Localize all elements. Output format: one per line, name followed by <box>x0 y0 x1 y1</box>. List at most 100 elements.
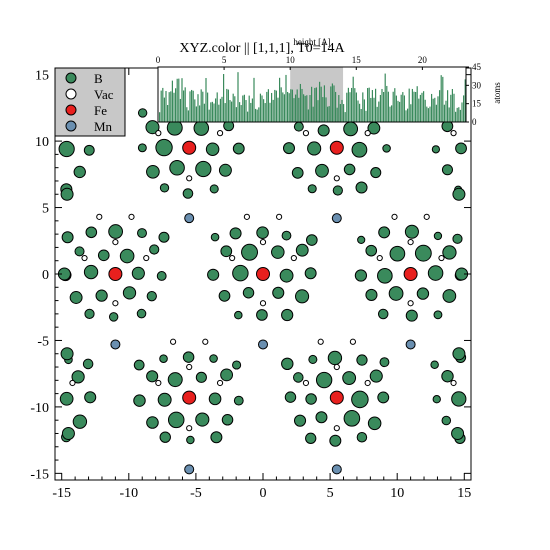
b-atom <box>233 395 244 406</box>
vac-site <box>216 130 224 137</box>
histogram-bar <box>301 88 303 122</box>
b-atom <box>281 357 294 371</box>
histogram-bar <box>280 87 282 122</box>
histogram-bar <box>272 99 274 122</box>
histogram-bar <box>208 109 210 122</box>
vac-site <box>450 130 457 137</box>
b-atom <box>367 416 382 431</box>
histogram-bar <box>403 95 405 122</box>
b-atom <box>404 224 419 239</box>
b-atom <box>256 226 269 240</box>
b-atom <box>232 264 249 282</box>
histogram-bar <box>317 100 319 122</box>
histogram-bar <box>426 106 428 122</box>
b-atom <box>83 264 99 280</box>
b-atom <box>195 371 207 383</box>
vac-site <box>333 425 340 432</box>
histogram-bar <box>344 112 346 122</box>
histogram-bar <box>360 109 362 122</box>
histogram-bar <box>194 99 196 122</box>
histogram-bar <box>413 91 415 122</box>
b-atom <box>356 431 368 443</box>
vac-site <box>450 379 457 387</box>
histogram-bar <box>258 107 260 122</box>
histogram-bar <box>264 103 266 122</box>
histogram-bar <box>253 77 255 122</box>
histogram-bar <box>456 107 458 122</box>
b-atom <box>83 144 95 156</box>
mn-atom <box>331 464 342 475</box>
histogram-bar <box>411 88 413 122</box>
histogram-bar <box>359 103 361 122</box>
x-tick-label: 0 <box>260 486 267 501</box>
b-atom <box>414 244 432 262</box>
b-atom <box>315 411 328 424</box>
b-atom <box>405 309 418 322</box>
b-atom <box>377 267 393 284</box>
histogram-bar <box>203 103 205 122</box>
histogram-bar <box>346 92 348 122</box>
b-atom <box>220 245 233 258</box>
fe-atom <box>256 267 270 281</box>
histogram-bar <box>165 91 167 122</box>
histogram-bar <box>415 91 417 122</box>
histogram-bar <box>311 86 313 122</box>
vac-site <box>290 254 297 262</box>
histogram-x-tick-label: 5 <box>222 55 227 65</box>
histogram-bar <box>210 102 212 122</box>
histogram-bar <box>410 104 412 122</box>
histogram-bar <box>381 88 383 122</box>
histogram-bar <box>235 107 237 122</box>
b-atom <box>182 351 195 363</box>
histogram-bar <box>339 104 341 122</box>
histogram-bar <box>285 74 287 122</box>
b-atom <box>291 166 304 179</box>
b-atom <box>145 120 160 135</box>
b-atom <box>159 431 171 443</box>
legend-label: B <box>94 71 103 86</box>
histogram-bar <box>427 108 429 122</box>
b-atom <box>159 354 168 363</box>
axes-layer: -15 -10 -5 0 5 10 15 -15 -10 -5 0 5 10 15 <box>30 68 471 501</box>
histogram-bar <box>239 102 241 122</box>
histogram-bar <box>199 105 201 122</box>
b-atom <box>133 359 145 371</box>
b-atom <box>343 121 359 137</box>
b-atom <box>378 226 391 239</box>
histogram-bar <box>432 98 434 122</box>
b-atom <box>355 181 368 194</box>
b-atom <box>351 141 368 158</box>
histogram-bar <box>279 77 281 122</box>
histogram-bar <box>218 104 220 122</box>
b-atom <box>137 228 147 239</box>
b-atom <box>210 232 220 242</box>
histogram-bar <box>315 87 317 122</box>
histogram-bar <box>229 100 231 122</box>
b-atom <box>256 309 268 321</box>
b-atom <box>342 371 357 385</box>
histogram-bar <box>256 109 258 122</box>
histogram-bar <box>376 106 378 122</box>
b-atom <box>442 289 457 303</box>
b-atom <box>430 360 439 369</box>
chart-title: XYZ.color || [1,1,1], T0=14A <box>179 41 345 56</box>
b-atom <box>220 368 234 382</box>
mn-atom <box>110 339 121 350</box>
histogram-bar <box>367 88 369 122</box>
histogram-bar <box>312 106 314 122</box>
vac-site <box>333 363 340 371</box>
vac-site <box>407 239 414 246</box>
histogram-bar <box>341 99 343 122</box>
b-atom <box>133 394 146 407</box>
b-atom <box>427 265 444 281</box>
b-atom <box>60 187 74 201</box>
b-atom <box>218 163 232 177</box>
histogram-bar <box>320 86 322 122</box>
vac-site <box>438 254 445 262</box>
histogram-y-label: atoms <box>492 82 502 104</box>
histogram-bar <box>443 104 445 122</box>
mn-atom <box>405 339 416 350</box>
histogram-bar <box>263 99 265 122</box>
b-atom <box>389 245 406 262</box>
histogram-bar <box>331 83 333 122</box>
